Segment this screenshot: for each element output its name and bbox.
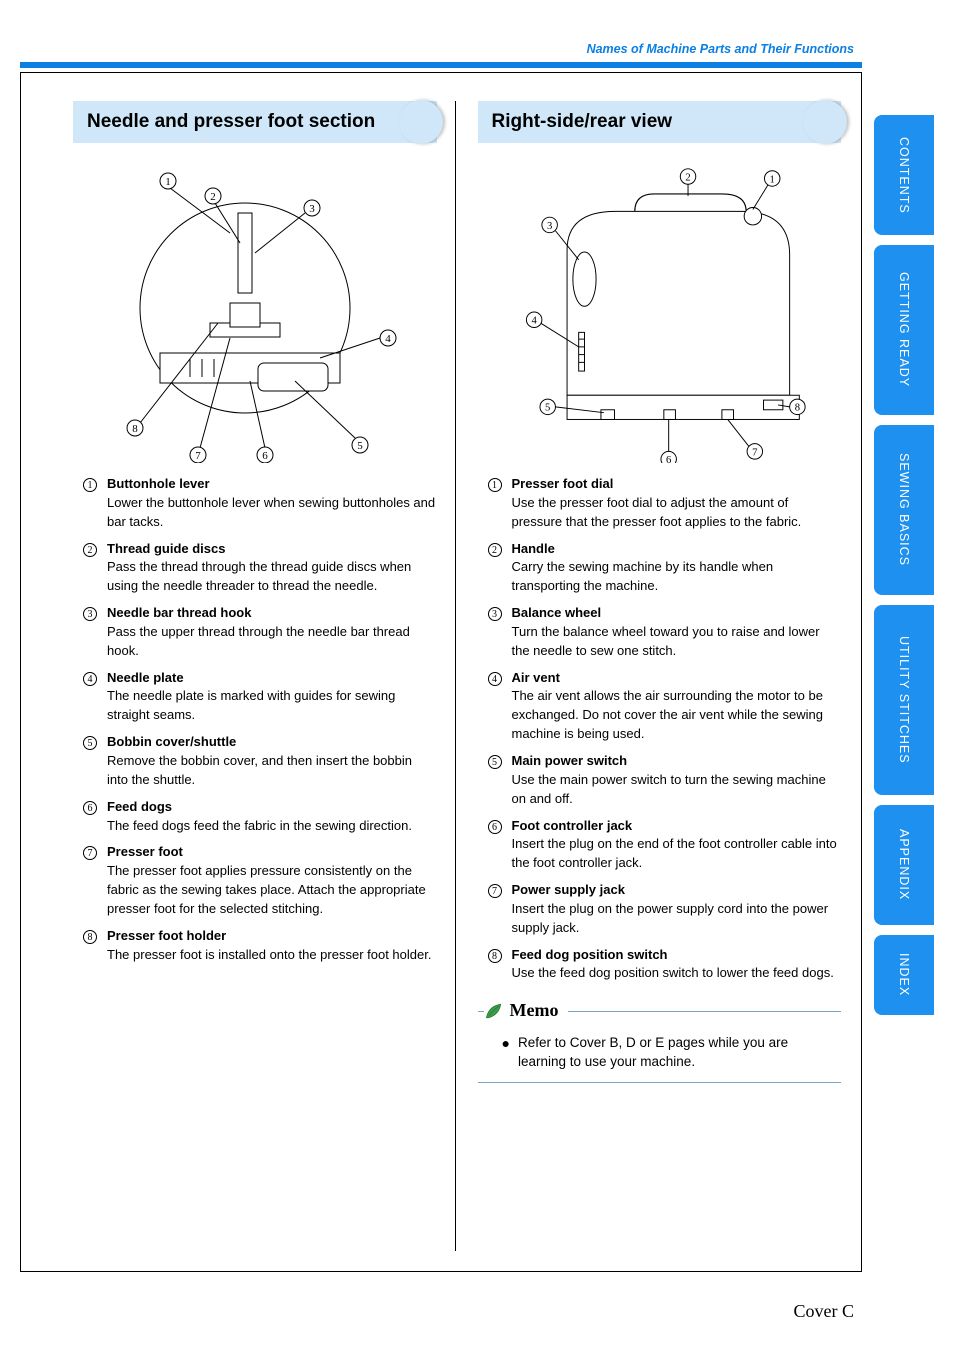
- item-title: Needle plate: [107, 670, 184, 685]
- item-title: Air vent: [512, 670, 560, 685]
- item-title: Bobbin cover/shuttle: [107, 734, 236, 749]
- item-title: Needle bar thread hook: [107, 605, 251, 620]
- memo-heading: Memo: [484, 1000, 569, 1021]
- memo-body: ● Refer to Cover B, D or E pages while y…: [484, 1034, 836, 1072]
- list-item: 7Power supply jackInsert the plug on the…: [488, 881, 842, 938]
- list-item: 7Presser footThe presser foot applies pr…: [83, 843, 437, 918]
- left-heading-text: Needle and presser foot section: [87, 111, 423, 133]
- item-desc: Use the presser foot dial to adjust the …: [512, 495, 802, 529]
- list-item: 4Air ventThe air vent allows the air sur…: [488, 669, 842, 744]
- item-title: Power supply jack: [512, 882, 625, 897]
- svg-text:4: 4: [385, 333, 391, 345]
- tab-contents[interactable]: CONTENTS: [874, 115, 934, 235]
- list-item: 5Bobbin cover/shuttleRemove the bobbin c…: [83, 733, 437, 790]
- item-title: Presser foot dial: [512, 476, 614, 491]
- topbar: Names of Machine Parts and Their Functio…: [0, 0, 954, 68]
- item-desc: Use the feed dog position switch to lowe…: [512, 965, 834, 980]
- item-title: Thread guide discs: [107, 541, 225, 556]
- rear-view-diagram: 1 2 3 4 5 6 7 8: [494, 163, 824, 463]
- svg-text:5: 5: [357, 440, 363, 452]
- left-column: Needle and presser foot section: [73, 101, 437, 1251]
- svg-text:4: 4: [532, 316, 538, 327]
- item-title: Foot controller jack: [512, 818, 633, 833]
- item-desc: The air vent allows the air surrounding …: [512, 688, 823, 741]
- item-title: Presser foot holder: [107, 928, 226, 943]
- svg-text:2: 2: [686, 172, 691, 183]
- heading-bump-decoration: [803, 100, 847, 144]
- right-list: 1Presser foot dialUse the presser foot d…: [478, 475, 842, 991]
- item-desc: Pass the upper thread through the needle…: [107, 624, 410, 658]
- item-title: Handle: [512, 541, 555, 556]
- item-desc: The presser foot is installed onto the p…: [107, 947, 431, 962]
- list-item: 5Main power switchUse the main power swi…: [488, 752, 842, 809]
- item-desc: Use the main power switch to turn the se…: [512, 772, 826, 806]
- tab-utility-stitches[interactable]: UTILITY STITCHES: [874, 605, 934, 795]
- svg-text:1: 1: [165, 176, 171, 188]
- memo-box: Memo ● Refer to Cover B, D or E pages wh…: [478, 1011, 842, 1082]
- tab-index[interactable]: INDEX: [874, 935, 934, 1015]
- leaf-icon: [484, 1001, 504, 1021]
- list-item: 8Presser foot holderThe presser foot is …: [83, 927, 437, 965]
- heading-bump-decoration: [399, 100, 443, 144]
- item-desc: The feed dogs feed the fabric in the sew…: [107, 818, 412, 833]
- item-desc: Insert the plug on the end of the foot c…: [512, 836, 837, 870]
- item-title: Presser foot: [107, 844, 183, 859]
- item-title: Feed dog position switch: [512, 947, 668, 962]
- svg-text:6: 6: [666, 455, 671, 463]
- item-title: Buttonhole lever: [107, 476, 210, 491]
- page: Names of Machine Parts and Their Functio…: [0, 0, 954, 1348]
- svg-text:5: 5: [545, 403, 550, 414]
- list-item: 3Needle bar thread hookPass the upper th…: [83, 604, 437, 661]
- svg-text:8: 8: [795, 403, 800, 414]
- item-desc: Turn the balance wheel toward you to rai…: [512, 624, 820, 658]
- right-heading-text: Right-side/rear view: [492, 111, 828, 133]
- svg-text:8: 8: [132, 423, 138, 435]
- breadcrumb: Names of Machine Parts and Their Functio…: [587, 42, 854, 56]
- page-number: Cover C: [794, 1301, 855, 1322]
- section-heading-right: Right-side/rear view: [478, 101, 842, 143]
- svg-text:6: 6: [262, 450, 268, 462]
- svg-text:3: 3: [309, 203, 315, 215]
- item-desc: Lower the buttonhole lever when sewing b…: [107, 495, 435, 529]
- svg-text:2: 2: [210, 191, 216, 203]
- list-item: 2Thread guide discsPass the thread throu…: [83, 540, 437, 597]
- svg-text:1: 1: [770, 174, 775, 185]
- list-item: 1Buttonhole leverLower the buttonhole le…: [83, 475, 437, 532]
- memo-title: Memo: [510, 1000, 559, 1021]
- right-column: Right-side/rear view: [455, 101, 842, 1251]
- section-heading-left: Needle and presser foot section: [73, 101, 437, 143]
- item-title: Feed dogs: [107, 799, 172, 814]
- content-frame: Needle and presser foot section: [20, 72, 862, 1272]
- bullet-icon: ●: [502, 1034, 510, 1072]
- list-item: 1Presser foot dialUse the presser foot d…: [488, 475, 842, 532]
- list-item: 3Balance wheelTurn the balance wheel tow…: [488, 604, 842, 661]
- side-tabs: CONTENTS GETTING READY SEWING BASICS UTI…: [874, 115, 934, 1015]
- tab-sewing-basics[interactable]: SEWING BASICS: [874, 425, 934, 595]
- item-desc: The presser foot applies pressure consis…: [107, 863, 426, 916]
- item-desc: Remove the bobbin cover, and then insert…: [107, 753, 412, 787]
- item-desc: The needle plate is marked with guides f…: [107, 688, 395, 722]
- item-desc: Insert the plug on the power supply cord…: [512, 901, 829, 935]
- svg-text:3: 3: [547, 221, 552, 232]
- svg-text:7: 7: [752, 447, 757, 458]
- list-item: 6Foot controller jackInsert the plug on …: [488, 817, 842, 874]
- topbar-accent-line: [20, 62, 862, 68]
- needle-presser-diagram: 1 2 3 4 5 6 7 8: [90, 163, 420, 463]
- item-title: Main power switch: [512, 753, 628, 768]
- tab-getting-ready[interactable]: GETTING READY: [874, 245, 934, 415]
- item-desc: Pass the thread through the thread guide…: [107, 559, 411, 593]
- list-item: 8Feed dog position switchUse the feed do…: [488, 946, 842, 984]
- left-list: 1Buttonhole leverLower the buttonhole le…: [73, 475, 437, 972]
- tab-appendix[interactable]: APPENDIX: [874, 805, 934, 925]
- memo-text: Refer to Cover B, D or E pages while you…: [518, 1034, 835, 1072]
- svg-text:7: 7: [195, 450, 201, 462]
- list-item: 2HandleCarry the sewing machine by its h…: [488, 540, 842, 597]
- list-item: 6Feed dogsThe feed dogs feed the fabric …: [83, 798, 437, 836]
- list-item: 4Needle plateThe needle plate is marked …: [83, 669, 437, 726]
- item-desc: Carry the sewing machine by its handle w…: [512, 559, 774, 593]
- item-title: Balance wheel: [512, 605, 602, 620]
